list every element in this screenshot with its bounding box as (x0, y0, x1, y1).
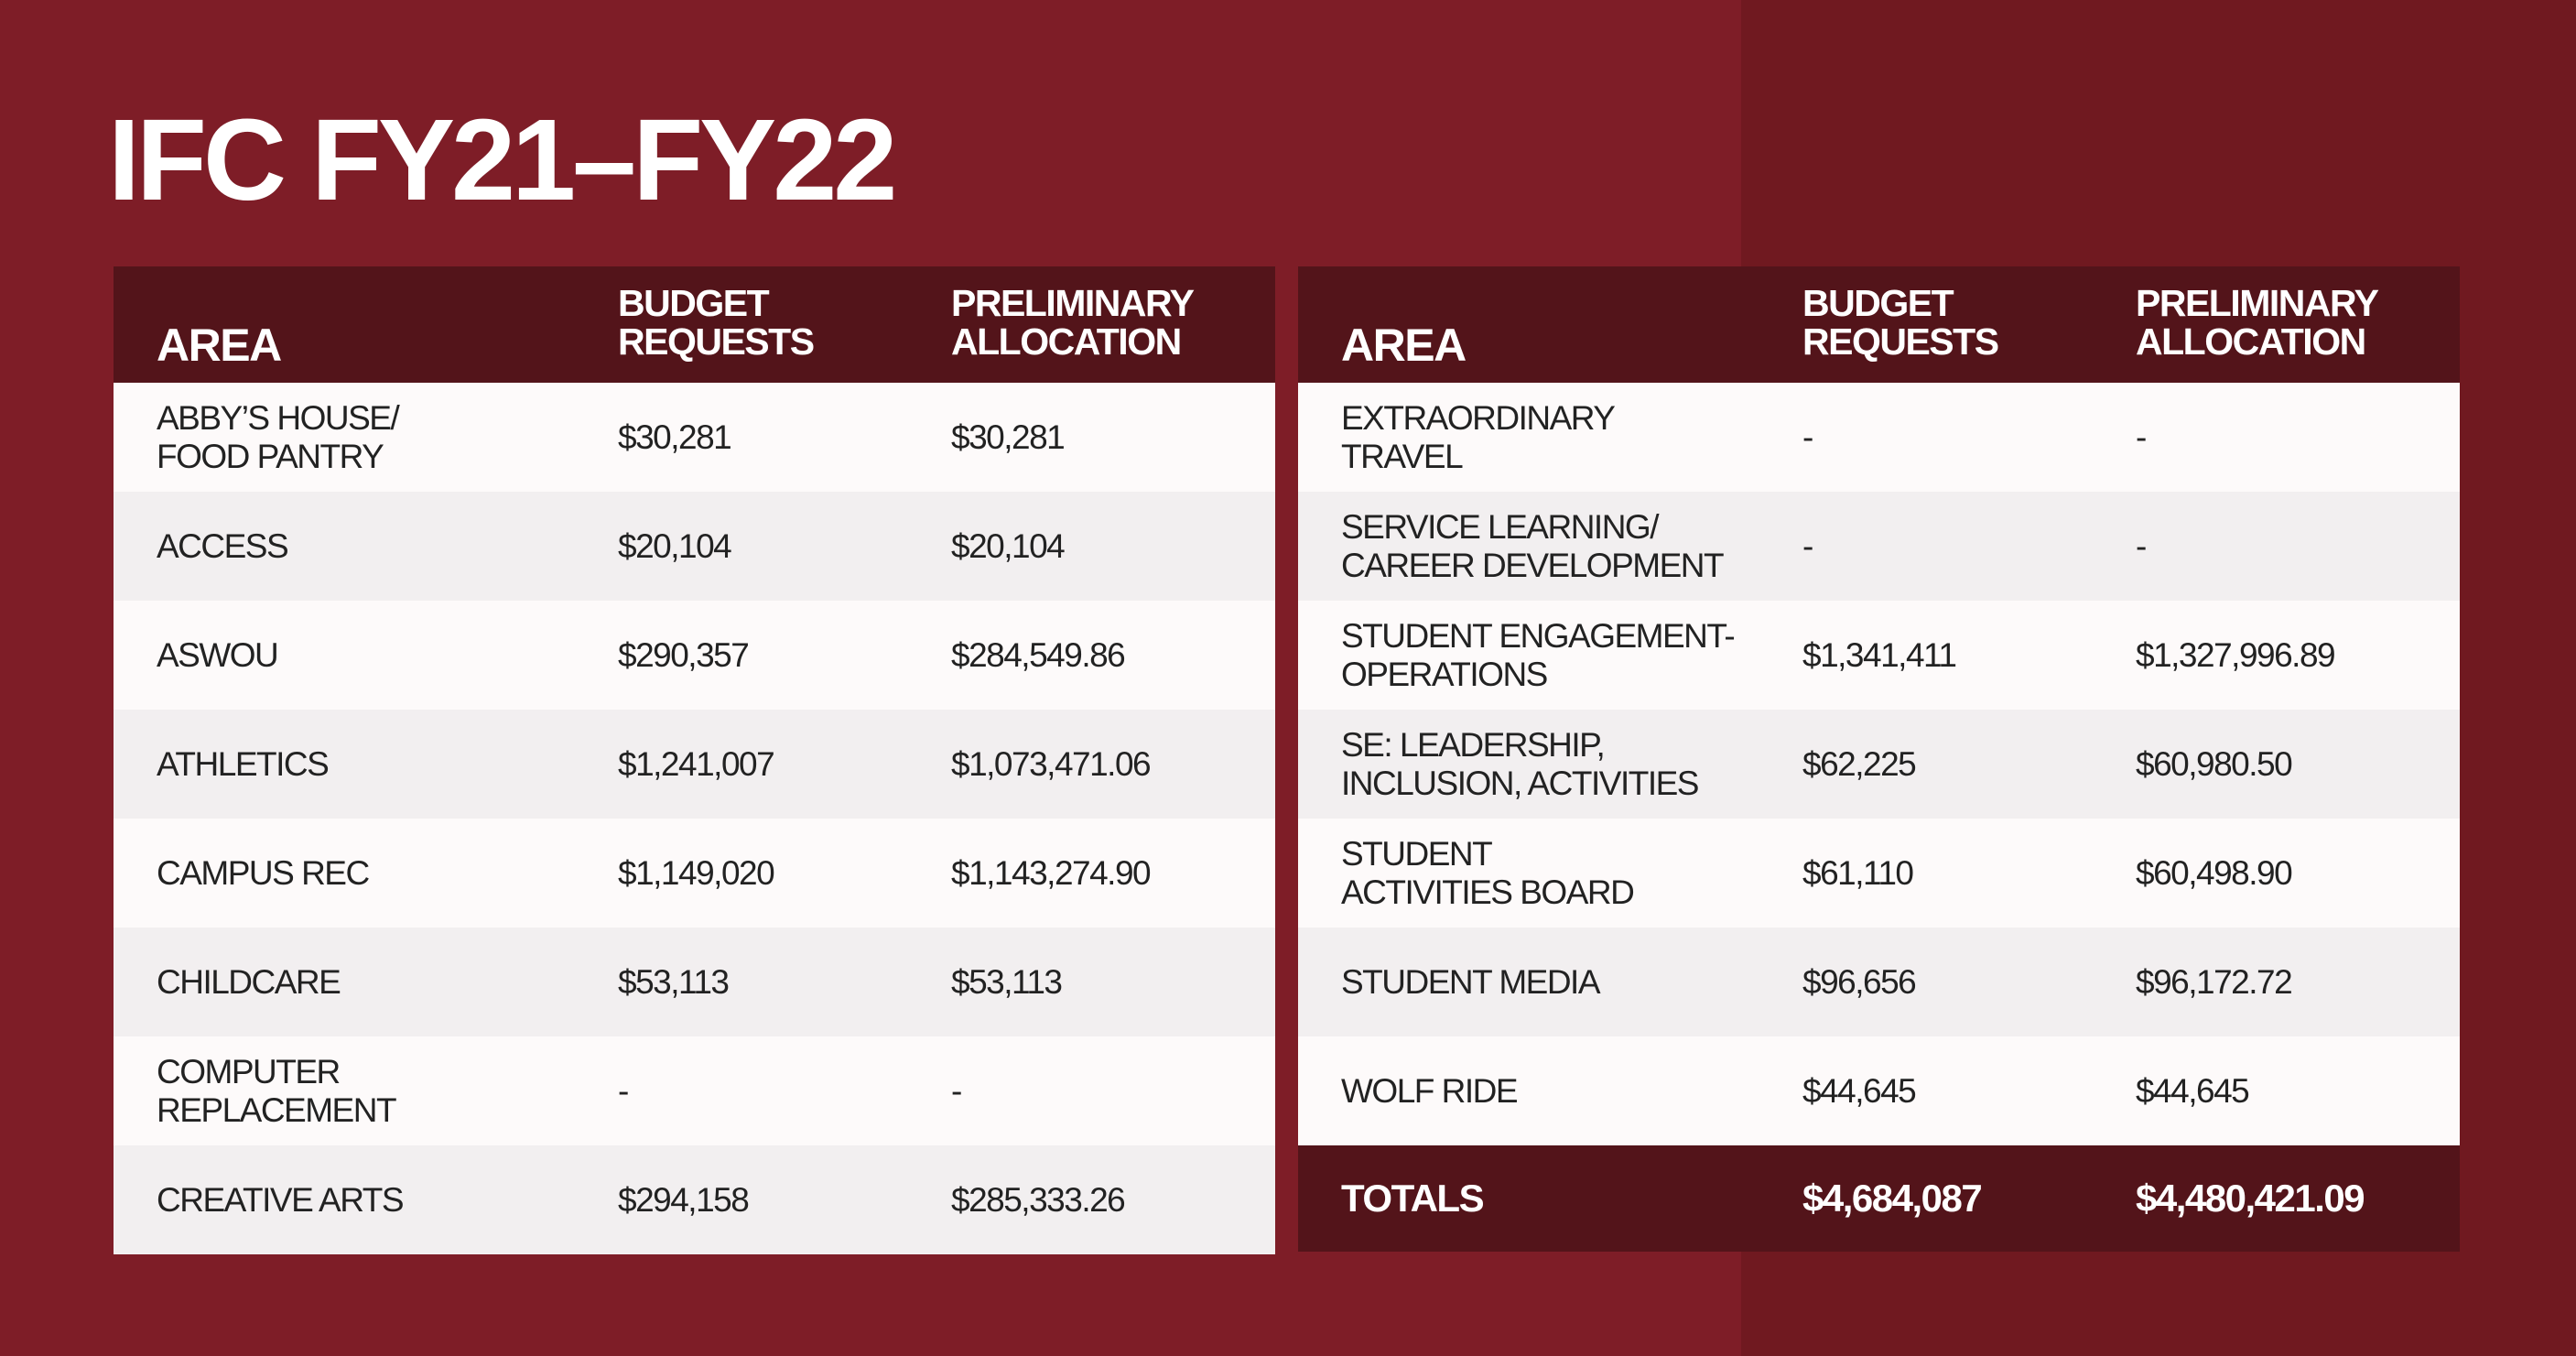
cell-prelim: $1,073,471.06 (951, 744, 1152, 783)
table-row: WOLF RIDE $44,645 $44,645 (1298, 1036, 2460, 1145)
table-row: ACCESS $20,104 $20,104 (114, 492, 1275, 601)
cell-budget: $1,341,411 (1802, 635, 1957, 674)
cell-prelim: $30,281 (951, 418, 1066, 456)
header-area: AREA (157, 320, 282, 371)
totals-label: TOTALS (1341, 1177, 1485, 1220)
cell-budget: $62,225 (1802, 744, 1917, 783)
cell-prelim: $1,143,274.90 (951, 853, 1152, 892)
cell-budget: $61,110 (1802, 853, 1914, 892)
cell-area: SERVICE LEARNING/ CAREER DEVELOPMENT (1341, 507, 1725, 584)
table-row: ABBY’S HOUSE/ FOOD PANTRY $30,281 $30,281 (114, 383, 1275, 492)
totals-row: TOTALS $4,684,087 $4,480,421.09 (1298, 1145, 2460, 1252)
header-area: AREA (1341, 320, 1467, 371)
header-preliminary-allocation: PRELIMINARY ALLOCATION (2136, 282, 2379, 363)
cell-prelim: $20,104 (951, 526, 1066, 565)
cell-budget: $294,158 (618, 1180, 750, 1219)
table-row: COMPUTER REPLACEMENT - - (114, 1036, 1275, 1145)
cell-budget: - (1802, 418, 1813, 456)
cell-budget: $1,149,020 (618, 853, 775, 892)
table-row: STUDENT ACTIVITIES BOARD $61,110 $60,498.9… (1298, 819, 2460, 928)
header-preliminary-allocation: PRELIMINARY ALLOCATION (951, 282, 1195, 363)
cell-prelim: $44,645 (2136, 1071, 2250, 1110)
cell-budget: - (1802, 526, 1813, 565)
table-body: ABBY’S HOUSE/ FOOD PANTRY $30,281 $30,281 A… (114, 383, 1275, 1254)
table-row: SERVICE LEARNING/ CAREER DEVELOPMENT - - (1298, 492, 2460, 601)
cell-prelim: $285,333.26 (951, 1180, 1126, 1219)
cell-area: ASWOU (157, 635, 279, 674)
table-row: CAMPUS REC $1,149,020 $1,143,274.90 (114, 819, 1275, 928)
cell-area: ACCESS (157, 526, 289, 565)
table-row: EXTRAORDINARY TRAVEL - - (1298, 383, 2460, 492)
table-row: ATHLETICS $1,241,007 $1,073,471.06 (114, 710, 1275, 819)
cell-budget: - (618, 1071, 629, 1110)
cell-prelim: - (2136, 418, 2147, 456)
cell-budget: $96,656 (1802, 962, 1917, 1001)
cell-budget: $290,357 (618, 635, 750, 674)
cell-prelim: $96,172.72 (2136, 962, 2293, 1001)
cell-area: ABBY’S HOUSE/ FOOD PANTRY (157, 398, 400, 475)
cell-area: CAMPUS REC (157, 853, 370, 892)
cell-prelim: $60,980.50 (2136, 744, 2293, 783)
cell-area: WOLF RIDE (1341, 1071, 1519, 1110)
page-title: IFC FY21–FY22 (108, 95, 897, 224)
totals-budget: $4,684,087 (1802, 1177, 1983, 1220)
cell-budget: $30,281 (618, 418, 732, 456)
table-header: AREA BUDGET REQUESTS PRELIMINARY ALLOCAT… (114, 266, 1275, 383)
table-row: CREATIVE ARTS $294,158 $285,333.26 (114, 1145, 1275, 1254)
table-header: AREA BUDGET REQUESTS PRELIMINARY ALLOCAT… (1298, 266, 2460, 383)
cell-budget: $44,645 (1802, 1071, 1917, 1110)
header-budget-requests: BUDGET REQUESTS (1802, 282, 1999, 363)
cell-area: SE: LEADERSHIP, INCLUSION, ACTIVITIES (1341, 725, 1699, 802)
cell-prelim: $53,113 (951, 962, 1063, 1001)
cell-area: ATHLETICS (157, 744, 330, 783)
table-row: STUDENT ENGAGEMENT- OPERATIONS $1,341,411… (1298, 601, 2460, 710)
totals-prelim: $4,480,421.09 (2136, 1177, 2365, 1220)
cell-area: EXTRAORDINARY TRAVEL (1341, 398, 1616, 475)
cell-area: STUDENT ACTIVITIES BOARD (1341, 834, 1635, 911)
cell-area: CREATIVE ARTS (157, 1180, 405, 1219)
cell-budget: $20,104 (618, 526, 732, 565)
cell-area: COMPUTER REPLACEMENT (157, 1052, 397, 1129)
cell-prelim: - (2136, 526, 2147, 565)
budget-table-right: AREA BUDGET REQUESTS PRELIMINARY ALLOCAT… (1298, 266, 2460, 1252)
table-row: STUDENT MEDIA $96,656 $96,172.72 (1298, 928, 2460, 1036)
cell-prelim: $60,498.90 (2136, 853, 2293, 892)
table-row: SE: LEADERSHIP, INCLUSION, ACTIVITIES $62… (1298, 710, 2460, 819)
budget-table-left: AREA BUDGET REQUESTS PRELIMINARY ALLOCAT… (114, 266, 1275, 1254)
cell-prelim: - (951, 1071, 962, 1110)
cell-prelim: $1,327,996.89 (2136, 635, 2336, 674)
cell-budget: $1,241,007 (618, 744, 775, 783)
header-budget-requests: BUDGET REQUESTS (618, 282, 815, 363)
cell-prelim: $284,549.86 (951, 635, 1126, 674)
table-row: ASWOU $290,357 $284,549.86 (114, 601, 1275, 710)
cell-area: STUDENT ENGAGEMENT- OPERATIONS (1341, 616, 1736, 693)
cell-area: CHILDCARE (157, 962, 341, 1001)
table-row: CHILDCARE $53,113 $53,113 (114, 928, 1275, 1036)
table-body: EXTRAORDINARY TRAVEL - - SERVICE LEARNING/ … (1298, 383, 2460, 1145)
cell-area: STUDENT MEDIA (1341, 962, 1601, 1001)
cell-budget: $53,113 (618, 962, 730, 1001)
